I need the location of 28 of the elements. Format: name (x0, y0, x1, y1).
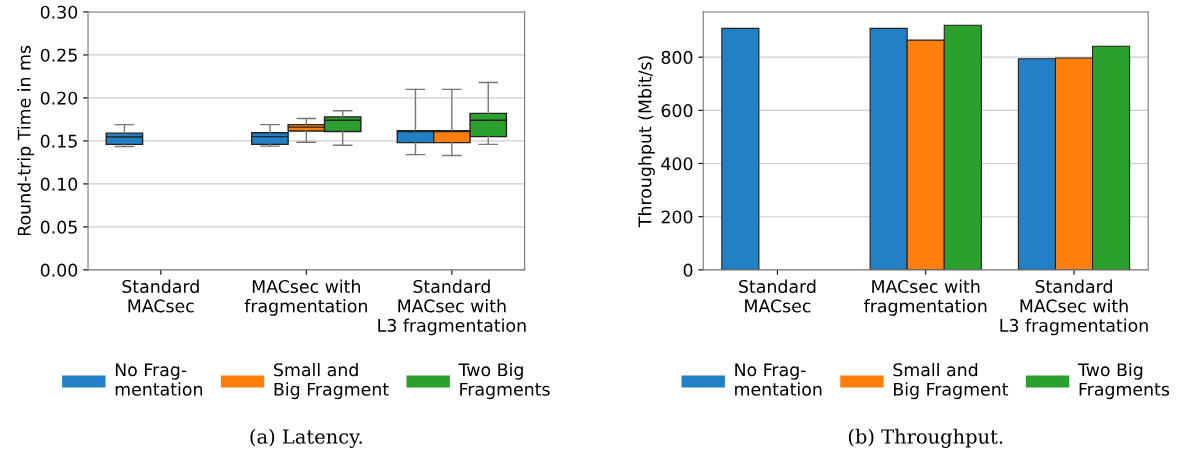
text: (b) Throughput. (848, 428, 1003, 448)
x-tick-label: Standard MACsec (122, 279, 199, 313)
y-tick-label: 0.05 (40, 220, 77, 234)
x-tick-label: MACsec with fragmentation (864, 279, 987, 316)
y-tick-label: 0.10 (40, 177, 78, 191)
x-tick-label: Standard MACsec with L3 fragmentation (1000, 279, 1148, 336)
legend-label: No Frag- mentation (115, 363, 203, 396)
legend-label: Small and Big Fragment (274, 362, 389, 400)
y-tick-label: 0 (683, 263, 693, 277)
y-tick-label: 0.20 (40, 91, 78, 105)
y-axis-title: Round-trip Time in ms (17, 45, 35, 236)
y-tick-label: 800 (661, 50, 693, 64)
text: (a) Latency. (250, 428, 362, 448)
y-tick-label: 200 (661, 210, 693, 224)
y-tick-label: 400 (661, 157, 693, 171)
x-tick-label: Standard MACsec with L3 fragmentation (378, 279, 526, 336)
legend-label: Small and Big Fragment (893, 362, 1009, 400)
x-tick-label: Standard MACsec (739, 279, 816, 313)
y-axis-title: Throughput (Mbit/s) (638, 56, 655, 228)
legend-label: Two Big Fragments (458, 362, 550, 400)
legend-label: Two Big Fragments (1077, 362, 1170, 400)
y-tick-label: 0.30 (40, 5, 78, 19)
y-tick-label: 0.25 (40, 48, 77, 62)
y-tick-label: 600 (661, 104, 693, 118)
x-tick-label: MACsec with fragmentation (244, 279, 367, 316)
legend-label: No Frag- mentation (735, 363, 822, 396)
y-tick-label: 0.15 (40, 134, 77, 148)
y-tick-label: 0.00 (40, 263, 78, 277)
